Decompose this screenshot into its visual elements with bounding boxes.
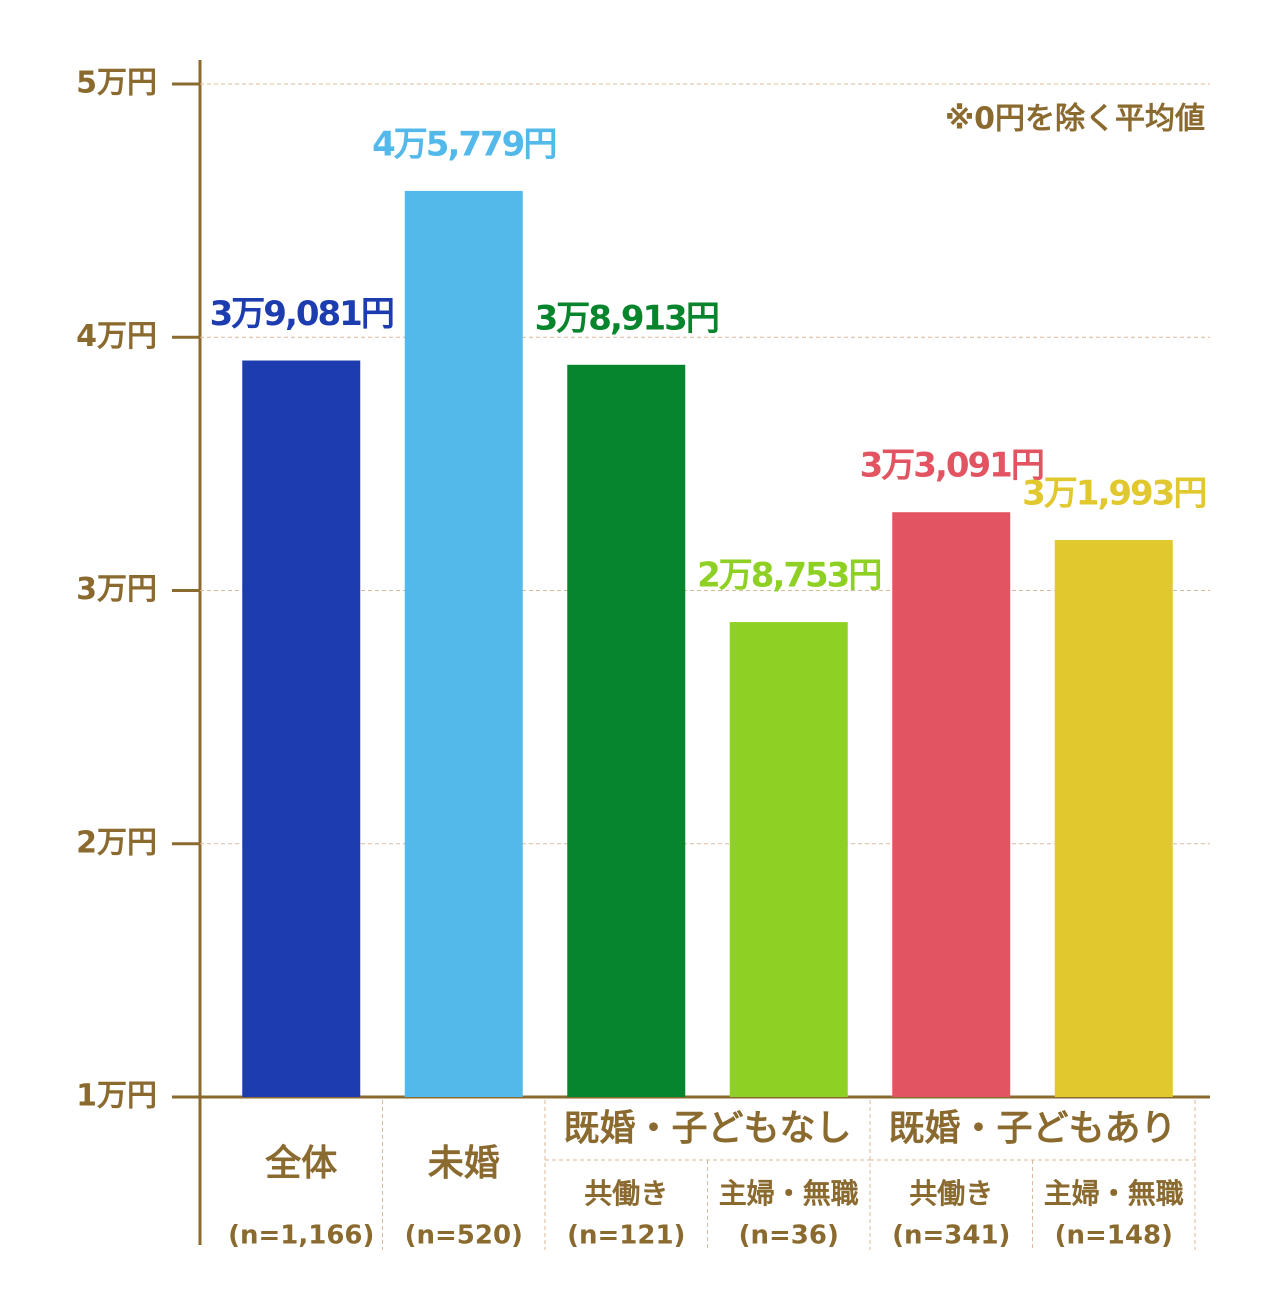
group-label: 既婚・子どもあり (888, 1108, 1176, 1149)
y-tick-label: 5万円 (76, 66, 157, 101)
sample-size: (n=148) (1055, 1221, 1173, 1251)
sample-size: (n=520) (405, 1221, 523, 1251)
value-label: 3万8,913円 (535, 298, 718, 338)
bar (567, 364, 686, 1097)
sample-size: (n=1,166) (228, 1221, 374, 1251)
sample-size: (n=341) (892, 1221, 1010, 1251)
value-label: 2万8,753円 (697, 556, 880, 596)
y-tick-label: 3万円 (76, 572, 157, 607)
bar (404, 190, 523, 1097)
y-tick-label: 1万円 (76, 1079, 157, 1114)
value-label: 3万1,993円 (1022, 474, 1205, 514)
value-label: 4万5,779円 (372, 124, 555, 164)
bar (242, 360, 361, 1097)
x-tick-label: 全体 (264, 1142, 337, 1184)
sample-size: (n=36) (739, 1221, 839, 1251)
x-tick-label: 主婦・無職 (719, 1177, 859, 1210)
bar (729, 622, 848, 1097)
value-label: 3万9,081円 (210, 294, 393, 334)
y-tick-label: 2万円 (76, 825, 157, 860)
x-tick-label: 共働き (909, 1177, 993, 1210)
sample-size: (n=121) (567, 1221, 685, 1251)
value-label: 3万3,091円 (860, 446, 1043, 486)
group-label: 既婚・子どもなし (563, 1108, 851, 1149)
x-tick-label: 未婚 (428, 1143, 500, 1184)
y-tick-label: 4万円 (76, 319, 157, 354)
bar (1054, 540, 1173, 1097)
x-tick-label: 主婦・無職 (1044, 1177, 1184, 1210)
bar (892, 512, 1011, 1097)
x-tick-label: 共働き (584, 1177, 668, 1210)
annotation: ※0円を除く平均値 (945, 102, 1205, 137)
